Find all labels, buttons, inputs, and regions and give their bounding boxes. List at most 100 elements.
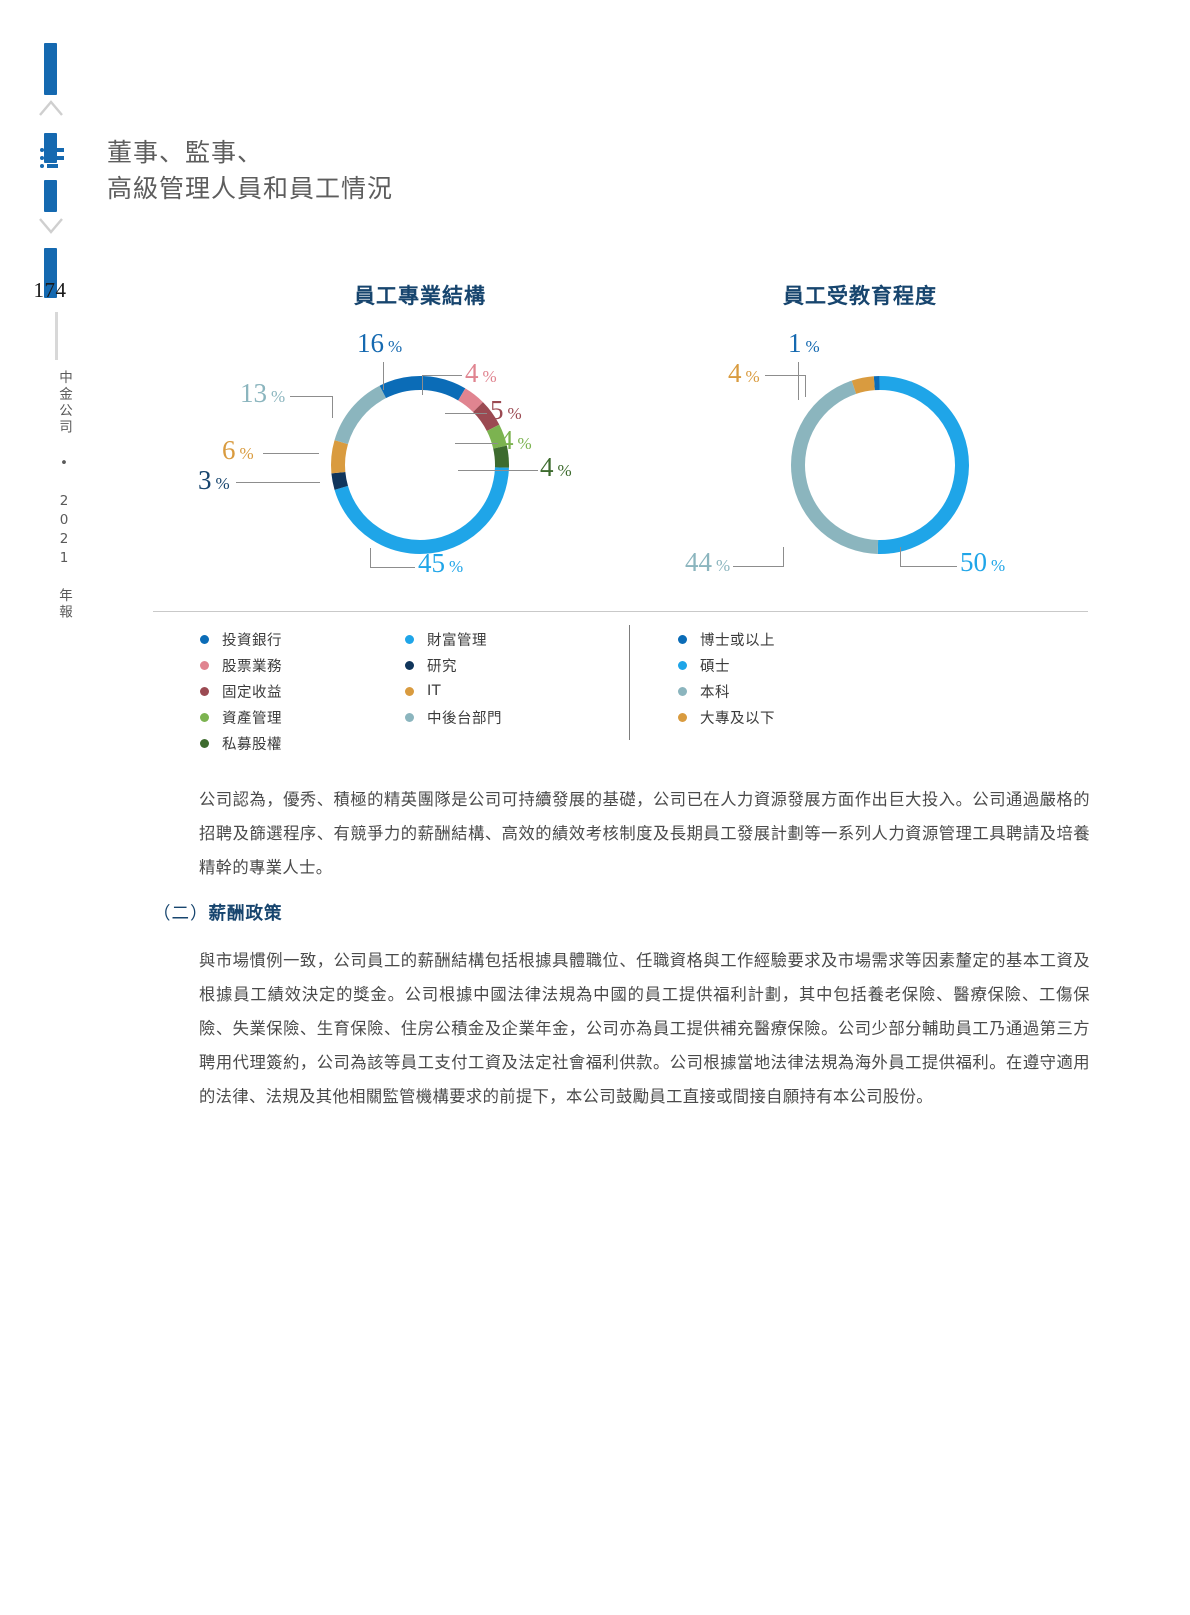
- leader-line-3: [236, 482, 320, 483]
- legend-item-label: 大專及以下: [700, 710, 775, 727]
- legend-swatch-icon: [405, 634, 414, 644]
- legend-item[interactable]: 博士或以上: [678, 626, 775, 652]
- legend-item[interactable]: 碩士: [678, 652, 775, 678]
- legend-swatch-icon: [200, 634, 209, 644]
- donut-segment-私募股權: [493, 445, 509, 468]
- page-number: 174: [33, 278, 67, 302]
- legend-item[interactable]: 本科: [678, 678, 775, 704]
- legend-item[interactable]: 財富管理: [405, 626, 502, 652]
- percent-sign: %: [805, 337, 820, 356]
- charts-region: 員工專業結構 員工受教育程度 16 % 4 % 5 % 4 % 4 % 45 %…: [100, 270, 1100, 620]
- slice-label-16: 16 %: [357, 328, 403, 358]
- donut-segment-本科: [791, 380, 879, 554]
- legend-item-label: 博士或以上: [700, 632, 775, 649]
- legend-swatch-icon: [405, 712, 414, 722]
- leader-line-4-college: [765, 375, 805, 376]
- chart-title-profession: 員工專業結構: [354, 284, 486, 308]
- slice-label-44: 44 %: [685, 547, 731, 577]
- donut-segment-資產管理: [486, 424, 507, 449]
- legend-item-label: 財富管理: [427, 632, 487, 649]
- slice-label-13: 13 %: [240, 378, 286, 408]
- legend-item-label: IT: [427, 683, 442, 699]
- leader-line-4-pe: [458, 470, 538, 471]
- leader-line-13-v: [332, 396, 333, 418]
- leader-line-16: [383, 362, 384, 390]
- leader-line-45-v: [370, 548, 371, 568]
- page-title-line2: 高級管理人員和員工情況: [107, 175, 394, 203]
- percent-sign: %: [716, 556, 731, 575]
- section-marker: （二）: [153, 904, 209, 924]
- rail-bar-second: [44, 133, 57, 163]
- legend-item[interactable]: 固定收益: [200, 678, 282, 704]
- legend-item-label: 私募股權: [222, 736, 282, 753]
- percent-sign: %: [239, 444, 254, 463]
- donut-segment-中後台部門: [334, 385, 387, 445]
- page-rail: [0, 0, 100, 1615]
- legend-item-label: 資產管理: [222, 710, 282, 727]
- percent-sign: %: [557, 461, 572, 480]
- list-icon[interactable]: [40, 148, 66, 176]
- leader-line-4-college-v: [805, 375, 806, 397]
- legend-swatch-icon: [200, 660, 209, 670]
- percent-sign: %: [482, 367, 497, 386]
- legend-swatch-icon: [678, 634, 687, 644]
- legend-item[interactable]: 資產管理: [200, 704, 282, 730]
- legend-item[interactable]: IT: [405, 678, 502, 704]
- donut-chart-education: [780, 365, 980, 565]
- slice-label-4-college: 4 %: [728, 358, 760, 388]
- legend-item-label: 中後台部門: [427, 710, 502, 727]
- leader-line-45: [370, 567, 415, 568]
- leader-line-4-asset: [455, 443, 498, 444]
- leader-line-4-equity-v: [422, 375, 423, 395]
- legend-swatch-icon: [678, 686, 687, 696]
- percent-sign: %: [517, 434, 532, 453]
- donut-segment-固定收益: [472, 402, 500, 432]
- rail-bar-top: [44, 43, 57, 95]
- paragraph-compensation: 與市場慣例一致，公司員工的薪酬結構包括根據具體職位、任職資格與工作經驗要求及市場…: [199, 951, 1090, 1106]
- leader-line-4-equity: [422, 375, 462, 376]
- rail-divider: [55, 312, 58, 360]
- legend-item[interactable]: 大專及以下: [678, 704, 775, 730]
- leader-line-13: [290, 396, 332, 397]
- legend-item-label: 固定收益: [222, 684, 282, 701]
- donut-segment-財富管理: [334, 467, 509, 554]
- donut-segment-IT: [331, 440, 349, 474]
- leader-line-50: [900, 566, 957, 567]
- legend-item-label: 研究: [427, 658, 457, 675]
- legend-item-label: 碩士: [700, 658, 730, 675]
- chevron-up-icon[interactable]: [38, 97, 64, 119]
- legend-divider: [153, 611, 1088, 612]
- legend-profession-col2: 財富管理研究 IT 中後台部門: [405, 626, 502, 730]
- slice-label-5: 5 %: [490, 395, 522, 425]
- legend-item[interactable]: 投資銀行: [200, 626, 282, 652]
- section-heading-compensation: （二）薪酬政策: [153, 900, 283, 925]
- legend-item-label: 本科: [700, 684, 730, 701]
- legend-item[interactable]: 私募股權: [200, 730, 282, 756]
- legend-item[interactable]: 股票業務: [200, 652, 282, 678]
- section-title: 薪酬政策: [208, 904, 283, 924]
- percent-sign: %: [507, 404, 522, 423]
- slice-label-45: 45 %: [418, 548, 464, 578]
- donut-chart-profession: [320, 365, 520, 565]
- legend-swatch-icon: [678, 712, 687, 722]
- leader-line-44: [733, 566, 783, 567]
- chevron-down-icon[interactable]: [38, 214, 64, 236]
- leader-line-50-v: [900, 547, 901, 567]
- legend-swatch-icon: [405, 660, 414, 670]
- legend-swatch-icon: [200, 686, 209, 696]
- percent-sign: %: [388, 337, 403, 356]
- legend-item[interactable]: 中後台部門: [405, 704, 502, 730]
- legend-item[interactable]: 研究: [405, 652, 502, 678]
- percent-sign: %: [449, 557, 464, 576]
- legend-item-label: 股票業務: [222, 658, 282, 675]
- percent-sign: %: [271, 387, 286, 406]
- legend-swatch-icon: [200, 712, 209, 722]
- legend-swatch-icon: [405, 686, 414, 696]
- percent-sign: %: [991, 556, 1006, 575]
- donut-segment-研究: [331, 471, 349, 490]
- legend-education: 博士或以上碩士本科大專及以下: [678, 626, 775, 730]
- percent-sign: %: [745, 367, 760, 386]
- leader-line-1: [798, 362, 799, 400]
- leader-line-44-v: [783, 547, 784, 567]
- running-footer-text: 中金公司 • 2021 年報: [56, 370, 72, 621]
